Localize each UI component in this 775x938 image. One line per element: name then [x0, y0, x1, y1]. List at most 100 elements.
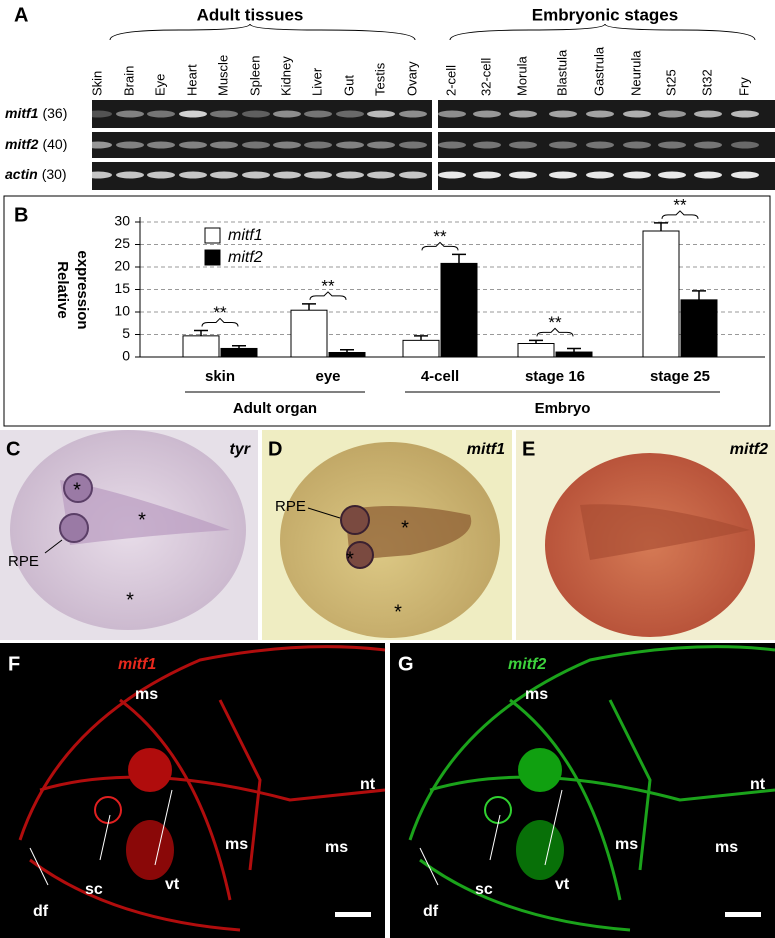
band	[399, 171, 427, 179]
cycles: (30)	[42, 166, 67, 182]
pointer	[44, 539, 63, 554]
band	[694, 171, 722, 179]
region-label: nt	[750, 776, 766, 793]
y-axis-label: expression	[74, 250, 91, 329]
panel-label: E	[522, 438, 535, 460]
lane-label: 32-cell	[478, 58, 493, 96]
gene-row-label: mitf2 (40)	[5, 136, 67, 152]
band	[179, 141, 207, 149]
region-label: ms	[325, 839, 348, 856]
band	[304, 171, 332, 179]
asterisk: *	[394, 601, 402, 623]
bar	[680, 299, 718, 358]
band	[509, 141, 537, 149]
bar	[517, 343, 555, 358]
lane-label: Eye	[152, 74, 167, 96]
legend-label: mitf2	[228, 249, 263, 266]
gel-gap	[92, 128, 775, 132]
band	[147, 110, 175, 118]
panel-frame	[3, 195, 771, 427]
lane-label: St25	[663, 69, 678, 96]
region-label: vt	[555, 876, 570, 893]
lane-label: Morula	[514, 55, 529, 96]
band	[731, 171, 759, 179]
significance-bracket	[661, 210, 699, 219]
x-tick-label: 4-cell	[421, 368, 459, 385]
error-bar	[452, 253, 466, 264]
significance: **	[548, 313, 562, 332]
significance: **	[213, 303, 227, 322]
panel-label: G	[398, 653, 414, 675]
gene-label: mitf1	[118, 656, 156, 673]
band	[179, 110, 207, 118]
larva	[345, 506, 472, 560]
band	[473, 141, 501, 149]
band	[694, 110, 722, 118]
region-label: df	[423, 903, 439, 920]
pointer	[154, 789, 173, 866]
lane-label: Muscle	[215, 55, 230, 96]
band	[367, 141, 395, 149]
error-bar	[232, 345, 246, 349]
larva	[580, 504, 750, 560]
group-title: Embryonic stages	[532, 5, 678, 24]
band	[336, 110, 364, 118]
band	[438, 141, 466, 149]
band	[179, 171, 207, 179]
legend-swatch	[204, 249, 221, 266]
scale-bar	[725, 912, 761, 917]
gel-gap	[92, 158, 775, 162]
y-tick-label: 25	[114, 235, 130, 251]
significance-bracket	[421, 241, 459, 251]
band	[586, 110, 614, 118]
band	[210, 110, 238, 118]
band	[242, 110, 270, 118]
tissue	[516, 820, 564, 880]
pointer	[29, 847, 49, 886]
band	[273, 110, 301, 118]
panel-b: B Relative expression 0 5 10 15 20 25 30 skin ** eye…	[3, 195, 771, 427]
gene-row-label: mitf1 (36)	[5, 105, 67, 121]
band	[84, 171, 112, 179]
significance: **	[673, 195, 687, 214]
band	[336, 141, 364, 149]
pointer	[307, 507, 341, 519]
larva	[60, 480, 230, 545]
pointer	[489, 814, 501, 861]
y-tick-label: 15	[114, 280, 130, 296]
band	[116, 141, 144, 149]
bar	[642, 230, 680, 358]
band	[116, 171, 144, 179]
lane-label: Blastula	[554, 49, 569, 96]
band	[473, 110, 501, 118]
band	[731, 141, 759, 149]
bar	[328, 352, 366, 358]
panel-label: C	[6, 438, 20, 460]
y-tick-label: 20	[114, 258, 130, 274]
region-label: sc	[85, 881, 103, 898]
band	[399, 110, 427, 118]
lane-label: Testis	[372, 62, 387, 96]
region-label: sc	[475, 881, 493, 898]
brace	[109, 23, 416, 41]
x-tick-label: stage 25	[650, 368, 710, 385]
band	[210, 141, 238, 149]
significance-bracket	[309, 291, 347, 300]
panel-label: A	[14, 4, 28, 26]
band	[273, 171, 301, 179]
region-label: ms	[615, 836, 638, 853]
gene-name: mitf2	[5, 136, 39, 152]
band	[84, 141, 112, 149]
band	[273, 141, 301, 149]
lane-label: Heart	[184, 64, 199, 96]
panel-label: F	[8, 653, 20, 675]
y-tick-label: 10	[114, 303, 130, 319]
band	[658, 171, 686, 179]
band	[210, 171, 238, 179]
tissue	[126, 820, 174, 880]
error-bar	[414, 335, 428, 341]
